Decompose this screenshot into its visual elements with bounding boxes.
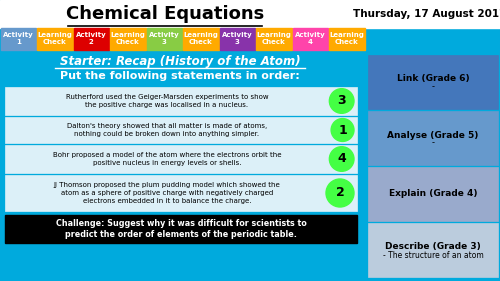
Text: Learning
Check: Learning Check <box>330 33 364 46</box>
FancyBboxPatch shape <box>74 28 109 50</box>
Text: 3: 3 <box>338 94 346 108</box>
FancyBboxPatch shape <box>329 28 364 50</box>
Text: Explain (Grade 4): Explain (Grade 4) <box>389 189 477 198</box>
Text: Describe (Grade 3): Describe (Grade 3) <box>385 241 481 250</box>
Text: 1: 1 <box>338 124 347 137</box>
FancyBboxPatch shape <box>5 175 357 211</box>
Text: - The structure of an atom: - The structure of an atom <box>382 250 484 259</box>
FancyBboxPatch shape <box>0 28 36 50</box>
Text: Analyse (Grade 5): Analyse (Grade 5) <box>388 130 478 139</box>
Text: 2: 2 <box>336 187 344 200</box>
FancyBboxPatch shape <box>0 0 500 28</box>
Text: Learning
Check: Learning Check <box>110 33 145 46</box>
Text: Starter: Recap (History of the Atom): Starter: Recap (History of the Atom) <box>60 56 300 69</box>
Text: -: - <box>432 139 434 148</box>
Text: Learning
Check: Learning Check <box>184 33 218 46</box>
FancyBboxPatch shape <box>110 28 146 50</box>
FancyBboxPatch shape <box>5 117 357 143</box>
FancyBboxPatch shape <box>368 55 498 109</box>
Text: 4: 4 <box>338 153 346 166</box>
Text: Put the following statements in order:: Put the following statements in order: <box>60 71 300 81</box>
FancyBboxPatch shape <box>292 28 328 50</box>
FancyBboxPatch shape <box>368 167 498 221</box>
FancyBboxPatch shape <box>5 145 357 173</box>
Text: -: - <box>432 83 434 92</box>
FancyBboxPatch shape <box>37 28 72 50</box>
FancyBboxPatch shape <box>256 28 292 50</box>
Text: Learning
Check: Learning Check <box>38 33 72 46</box>
Text: Chemical Equations: Chemical Equations <box>66 5 264 23</box>
Text: Rutherford used the Geiger-Marsden experiments to show
the positive charge was l: Rutherford used the Geiger-Marsden exper… <box>66 94 268 108</box>
Circle shape <box>326 179 354 207</box>
Text: Activity
3: Activity 3 <box>222 33 252 46</box>
Text: Learning
Check: Learning Check <box>256 33 291 46</box>
FancyBboxPatch shape <box>368 223 498 277</box>
Circle shape <box>330 89 354 113</box>
Text: Bohr proposed a model of the atom where the electrons orbit the
positive nucleus: Bohr proposed a model of the atom where … <box>53 152 281 166</box>
Circle shape <box>330 147 354 171</box>
Circle shape <box>331 119 354 141</box>
Text: Activity
2: Activity 2 <box>76 33 106 46</box>
Text: Dalton's theory showed that all matter is made of atoms,
nothing could be broken: Dalton's theory showed that all matter i… <box>67 123 267 137</box>
FancyBboxPatch shape <box>5 87 357 115</box>
Text: Activity
4: Activity 4 <box>295 33 326 46</box>
FancyBboxPatch shape <box>183 28 218 50</box>
FancyBboxPatch shape <box>5 215 357 243</box>
Text: Thursday, 17 August 2017: Thursday, 17 August 2017 <box>353 9 500 19</box>
Text: Challenge: Suggest why it was difficult for scientists to
predict the order of e: Challenge: Suggest why it was difficult … <box>56 219 306 239</box>
FancyBboxPatch shape <box>146 28 182 50</box>
Text: Link (Grade 6): Link (Grade 6) <box>396 74 469 83</box>
FancyBboxPatch shape <box>368 111 498 165</box>
Text: JJ Thomson proposed the plum pudding model which showed the
atom as a sphere of : JJ Thomson proposed the plum pudding mod… <box>54 182 280 203</box>
Text: Activity
3: Activity 3 <box>149 33 180 46</box>
Text: Activity
1: Activity 1 <box>3 33 34 46</box>
FancyBboxPatch shape <box>220 28 255 50</box>
